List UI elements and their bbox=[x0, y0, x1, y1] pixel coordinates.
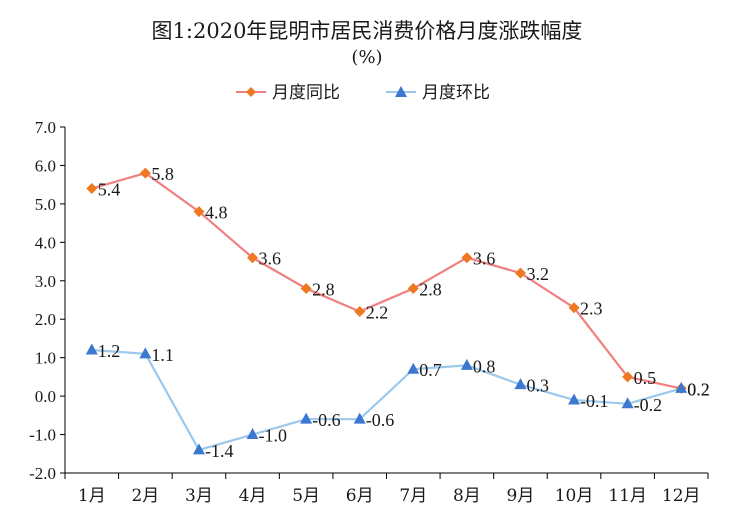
data-label: 0.8 bbox=[473, 356, 496, 376]
data-point-triangle bbox=[621, 397, 634, 409]
data-point-triangle bbox=[85, 343, 98, 355]
data-label: 0.7 bbox=[419, 360, 442, 380]
data-point-triangle bbox=[300, 412, 313, 424]
y-tick-label: -2.0 bbox=[29, 464, 56, 483]
data-point-triangle bbox=[353, 412, 366, 424]
x-tick-label: 10月 bbox=[555, 486, 594, 506]
data-point-triangle bbox=[514, 378, 527, 390]
legend-marker-diamond-icon bbox=[246, 87, 256, 97]
x-tick-label: 11月 bbox=[608, 486, 647, 506]
data-label: 1.1 bbox=[151, 345, 174, 365]
y-tick-label: 4.0 bbox=[35, 233, 56, 252]
data-point-triangle bbox=[192, 443, 205, 455]
data-label: 5.8 bbox=[151, 164, 174, 184]
data-label: 0.2 bbox=[687, 379, 710, 399]
series-lines bbox=[91, 171, 682, 452]
data-point-triangle bbox=[139, 347, 152, 359]
series-markers bbox=[85, 167, 688, 455]
legend: 月度同比 月度环比 bbox=[236, 83, 490, 103]
chart-title: 图1:2020年昆明市居民消费价格月度涨跌幅度 bbox=[152, 19, 583, 43]
x-tick-label: 8月 bbox=[453, 486, 481, 506]
data-label: -0.6 bbox=[366, 410, 395, 430]
data-point-diamond bbox=[193, 206, 205, 218]
data-label: 2.2 bbox=[366, 303, 389, 323]
x-tick-label: 12月 bbox=[662, 486, 701, 506]
legend-item-1: 月度环比 bbox=[386, 83, 490, 103]
legend-item-0: 月度同比 bbox=[236, 83, 340, 103]
data-label: -0.2 bbox=[634, 395, 663, 415]
data-point-triangle bbox=[568, 393, 581, 405]
data-point-diamond bbox=[247, 252, 259, 264]
x-tick-label: 3月 bbox=[185, 486, 213, 506]
y-tick-label: 5.0 bbox=[35, 195, 56, 214]
data-labels: 5.4 5.8 4.8 3.6 2.8 2.2 2.8 3.6 3.2 2.3 0.5 0.2 1.2 1… bbox=[98, 164, 710, 461]
y-tick-label: 2.0 bbox=[35, 310, 56, 329]
legend-marker-triangle-icon bbox=[395, 86, 407, 97]
y-tick-label: 1.0 bbox=[35, 349, 56, 368]
x-tick-label: 1月 bbox=[78, 486, 106, 506]
data-point-triangle bbox=[246, 428, 259, 440]
data-point-diamond bbox=[461, 252, 473, 264]
legend-label-0: 月度同比 bbox=[272, 83, 340, 103]
data-label: 3.6 bbox=[473, 249, 496, 269]
data-point-diamond bbox=[514, 267, 526, 279]
x-tick-label: 5月 bbox=[292, 486, 320, 506]
x-tick-label: 2月 bbox=[131, 486, 159, 506]
data-label: 2.8 bbox=[419, 279, 442, 299]
data-point-diamond bbox=[622, 371, 634, 383]
data-label: -1.4 bbox=[205, 441, 234, 461]
data-point-triangle bbox=[407, 362, 420, 374]
chart-subtitle: (%) bbox=[351, 47, 382, 68]
data-point-triangle bbox=[675, 381, 688, 393]
series-line-1 bbox=[91, 348, 682, 452]
x-axis-ticks: 1月 2月 3月 4月 5月 6月 7月 8月 9月 10月 11月 12月 bbox=[64, 473, 709, 506]
y-tick-label: 0.0 bbox=[35, 387, 56, 406]
y-axis-ticks: 7.0 6.0 5.0 4.0 3.0 2.0 1.0 0.0 -1.0 -2.0 bbox=[29, 118, 65, 483]
data-label: 2.8 bbox=[312, 279, 335, 299]
x-tick-label: 7月 bbox=[399, 486, 427, 506]
data-label: 3.2 bbox=[526, 264, 549, 284]
x-tick-label: 4月 bbox=[239, 486, 267, 506]
data-point-triangle bbox=[460, 358, 473, 370]
series-line-0 bbox=[91, 171, 682, 390]
data-point-diamond bbox=[568, 302, 580, 314]
y-tick-label: -1.0 bbox=[29, 426, 56, 445]
data-label: -0.6 bbox=[312, 410, 341, 430]
y-tick-label: 6.0 bbox=[35, 156, 56, 175]
data-point-diamond bbox=[300, 282, 312, 294]
data-point-diamond bbox=[407, 282, 419, 294]
data-label: -1.0 bbox=[259, 426, 288, 446]
y-tick-label: 7.0 bbox=[35, 118, 56, 137]
data-label: 3.6 bbox=[259, 249, 282, 269]
x-tick-label: 9月 bbox=[507, 486, 535, 506]
data-label: 2.3 bbox=[580, 299, 603, 319]
data-label: 0.5 bbox=[634, 368, 657, 388]
data-label: -0.1 bbox=[580, 391, 609, 411]
data-label: 0.3 bbox=[526, 376, 549, 396]
data-label: 1.2 bbox=[98, 341, 121, 361]
x-tick-label: 6月 bbox=[346, 486, 374, 506]
data-label: 5.4 bbox=[98, 180, 121, 200]
data-point-diamond bbox=[139, 167, 151, 179]
data-label: 4.8 bbox=[205, 203, 228, 223]
y-tick-label: 3.0 bbox=[35, 272, 56, 291]
data-label: 0.2 bbox=[687, 379, 710, 399]
data-point-diamond bbox=[354, 306, 366, 318]
legend-label-1: 月度环比 bbox=[422, 83, 490, 103]
data-point-diamond bbox=[86, 183, 98, 195]
